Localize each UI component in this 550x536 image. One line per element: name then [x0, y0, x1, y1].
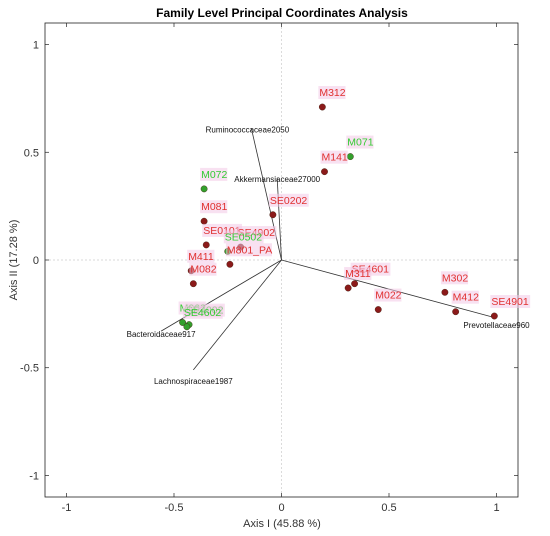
sample-point — [344, 284, 352, 292]
sample-points: M312M071M141M072SE0202M081SE0101SE4902SE… — [178, 86, 531, 331]
y-tick-label: -1 — [29, 470, 39, 482]
sample-point — [321, 168, 328, 176]
chart-title: Family Level Principal Coordinates Analy… — [156, 6, 408, 20]
sample-point-group: M411 — [187, 249, 215, 275]
point-label: M082 — [190, 264, 216, 276]
loading-vector-label: Lachnospiraceae1987 — [154, 377, 233, 386]
point-label: SE0202 — [270, 195, 308, 207]
x-tick-label: 1 — [493, 502, 499, 514]
sample-point — [200, 217, 208, 225]
point-label-background — [182, 305, 223, 319]
point-label: SE0502 — [225, 231, 263, 243]
sample-point-group: M071 — [346, 135, 374, 160]
x-axis-label: Axis I (45.88 %) — [243, 518, 321, 530]
sample-point — [351, 280, 358, 288]
point-label: M022 — [375, 290, 401, 302]
sample-point — [452, 308, 460, 316]
sample-point — [183, 323, 191, 331]
point-label-background — [318, 86, 346, 100]
point-label: M081 — [201, 201, 227, 213]
point-label: M412 — [453, 292, 479, 304]
point-label: M302 — [442, 272, 468, 284]
sample-point — [346, 153, 354, 160]
loading-vector-label: Ruminococcaceae2050 — [206, 126, 290, 135]
y-tick-label: 0.5 — [24, 147, 39, 159]
y-tick-label: -0.5 — [20, 363, 39, 375]
sample-point — [189, 280, 197, 288]
loading-vector — [276, 178, 282, 261]
point-label-background — [320, 150, 348, 164]
loading-vector — [251, 128, 282, 261]
point-label-background — [440, 271, 469, 285]
point-label: M411 — [188, 251, 214, 263]
sample-point-group: SE4901 — [490, 295, 531, 320]
point-label: M801_PA — [227, 244, 272, 256]
sample-point-group: M302 — [440, 271, 469, 296]
x-tick-label: -0.5 — [165, 502, 184, 514]
point-label: M141 — [322, 152, 348, 164]
point-label-background — [374, 288, 402, 302]
x-tick-label: -1 — [62, 502, 72, 514]
loading-vector-label: Akkermansiaceae27000 — [234, 175, 320, 184]
sample-point-group: M311 — [344, 267, 372, 292]
axis-ticks: -1 -0.5 0 0.5 1 -1 -0.5 0 0.5 1 — [20, 23, 518, 514]
point-label-background — [189, 262, 217, 276]
sample-point — [318, 103, 326, 111]
point-label: M311 — [345, 268, 371, 280]
sample-point-group: M312 — [318, 86, 346, 111]
point-label-background — [490, 295, 531, 309]
point-label-background — [268, 193, 309, 207]
point-label: M312 — [319, 87, 345, 99]
point-label: M072 — [201, 169, 227, 181]
y-axis-label: Axis II (17.28 %) — [8, 220, 20, 301]
sample-point — [179, 319, 187, 326]
point-label-background — [187, 249, 215, 263]
sample-point — [226, 260, 234, 268]
y-tick-label: 0 — [33, 255, 39, 267]
loading-vector-label: Prevotellaceae960 — [463, 321, 530, 330]
y-tick-label: 1 — [33, 40, 39, 52]
point-label-background — [200, 167, 228, 181]
sample-point-group: M022 — [374, 288, 402, 313]
point-label-background — [223, 230, 264, 244]
point-label-background — [225, 243, 272, 257]
point-label: SE4901 — [491, 296, 529, 308]
point-label: M071 — [347, 137, 373, 149]
point-label-background — [346, 135, 374, 149]
point-label-background — [451, 290, 479, 304]
point-label-background — [200, 200, 228, 214]
sample-point-group: M072 — [200, 167, 228, 193]
sample-point-group: M141 — [320, 150, 348, 176]
sample-point — [202, 241, 210, 249]
sample-point-group: M801_PA — [225, 243, 272, 268]
x-tick-label: 0 — [278, 502, 284, 514]
loading-vector-label: Bacteroidaceae917 — [127, 330, 196, 339]
sample-point — [441, 288, 449, 296]
sample-point-group: SE0202 — [268, 193, 309, 219]
sample-point — [490, 312, 498, 320]
sample-point-group: M082 — [189, 262, 217, 288]
x-tick-label: 0.5 — [381, 502, 396, 514]
sample-point-group: M412 — [451, 290, 479, 316]
sample-point — [269, 211, 277, 219]
sample-point — [200, 185, 208, 193]
point-label: SE4602 — [184, 307, 222, 319]
point-label-background — [344, 267, 372, 281]
loading-vector — [193, 259, 282, 371]
sample-point-group: SE4602 — [182, 305, 223, 331]
sample-point — [374, 306, 382, 313]
loading-vector — [160, 259, 282, 332]
sample-point-group: M081 — [200, 200, 228, 225]
